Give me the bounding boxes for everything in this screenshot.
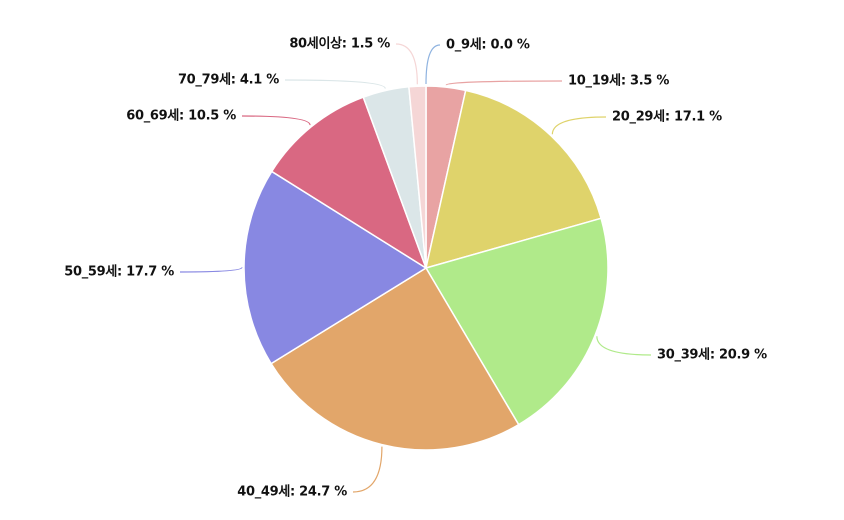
leader-line	[425, 44, 441, 85]
leader-line	[352, 446, 383, 493]
leader-line	[179, 266, 243, 273]
data-label: 60_69세: 10.5 %	[126, 109, 236, 124]
data-label: 50_59세: 17.7 %	[64, 265, 174, 280]
leader-line	[596, 336, 652, 356]
data-label: 20_29세: 17.1 %	[612, 110, 722, 125]
pie-slice	[408, 85, 427, 269]
pie-slice	[424, 89, 603, 270]
pie-slice	[424, 217, 609, 426]
leader-line	[241, 115, 311, 126]
data-label: 70_79세: 4.1 %	[178, 73, 279, 88]
leader-line	[445, 80, 563, 86]
data-label: 0_9세: 0.0 %	[446, 38, 530, 53]
leader-line	[395, 43, 418, 85]
data-label: 10_19세: 3.5 %	[568, 74, 669, 89]
pie-slice	[270, 266, 520, 451]
data-label: 30_39세: 20.9 %	[657, 348, 767, 363]
pie-slice	[243, 170, 428, 365]
data-label: 40_49세: 24.7 %	[237, 485, 347, 500]
pie-slice	[270, 96, 428, 270]
data-label: 80세이상: 1.5 %	[289, 36, 390, 52]
leader-line	[284, 79, 386, 89]
leader-line	[551, 116, 607, 135]
